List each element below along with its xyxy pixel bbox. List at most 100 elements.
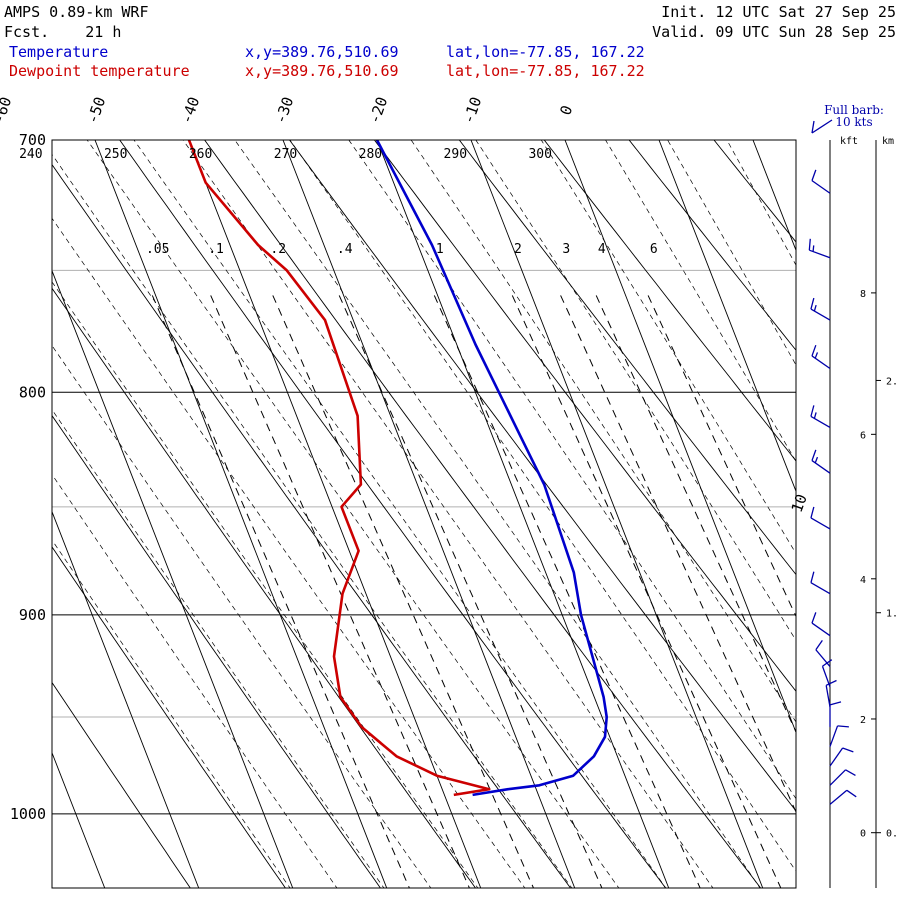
dry-adiabat-260 <box>204 140 762 888</box>
model-title: AMPS 0.89-km WRF <box>4 3 149 21</box>
wind-barb-feather <box>846 789 857 798</box>
wind-barb-half-feather <box>814 456 819 464</box>
wind-barb-feather <box>822 659 833 667</box>
isotherm-label--40: -40 <box>177 94 203 126</box>
kft-tick-label-0: 0 <box>860 829 866 840</box>
moist-adiabat-25 <box>667 140 796 366</box>
pressure-label-700: 700 <box>19 131 46 149</box>
mixing-ratio-6 <box>647 295 796 618</box>
wind-barb-835 <box>811 449 831 474</box>
km-tick-label-0.: 0. <box>886 829 898 840</box>
wind-barb-890 <box>810 571 831 595</box>
mixing-ratio-label-1: 1 <box>436 242 444 257</box>
moist-adiabat-15 <box>540 140 796 555</box>
wind-barb-staff <box>815 649 831 668</box>
wind-barb-720 <box>811 169 831 194</box>
wind-barb-feather <box>825 679 837 686</box>
wind-barb-925 <box>815 640 831 668</box>
mixing-ratio-3 <box>560 295 796 814</box>
dry-adiabat-label-290: 290 <box>444 147 467 162</box>
wind-barb-feather <box>810 405 815 417</box>
wind-barb-985 <box>829 769 856 786</box>
dry-adiabat-280 <box>373 140 796 692</box>
plot-frame <box>51 139 797 889</box>
dry-adiabat-310 <box>628 140 796 351</box>
mixing-ratio-label-6: 6 <box>650 242 658 257</box>
moist-adiabat--5 <box>289 140 796 872</box>
kft-tick-label-6: 6 <box>860 430 866 441</box>
isotherm--70 <box>52 510 200 888</box>
isotherm--80 <box>52 751 106 888</box>
wind-barb-staff <box>810 517 831 530</box>
moist-adiabat--30 <box>52 153 573 888</box>
isotherm--10 <box>470 140 764 888</box>
axis-labels: 7008009001000-70-60-50-40-30-20-10010220… <box>0 94 811 822</box>
wind-barb-staff <box>809 249 831 259</box>
mixing-ratio-label-.2: .2 <box>270 242 286 257</box>
init-time: Init. 12 UTC Sat 27 Sep 25 <box>661 3 896 21</box>
mixing-ratio-label-.4: .4 <box>337 242 353 257</box>
barb-key-icon <box>811 119 833 134</box>
isotherm--60 <box>52 269 294 888</box>
dewpoint-line <box>187 140 491 797</box>
forecast-hour: Fcst. 21 h <box>4 23 121 41</box>
dry-adiabat-label-250: 250 <box>104 147 127 162</box>
isotherm-label--30: -30 <box>271 94 297 126</box>
moist-adiabat--55 <box>52 473 338 888</box>
pressure-label-800: 800 <box>19 383 46 401</box>
wind-barb-feather <box>811 449 817 461</box>
wind-barb-815 <box>810 405 831 428</box>
wind-barb-staff <box>825 685 831 708</box>
wind-barb-staff <box>829 747 844 767</box>
wind-barb-half-feather <box>812 245 815 252</box>
km-tick-label-2.: 2. <box>886 376 898 387</box>
isotherm-label-10: 10 <box>788 492 811 515</box>
dry-adiabat-210 <box>52 546 286 888</box>
dry-adiabat-250 <box>119 140 667 888</box>
isotherm-label--20: -20 <box>365 94 391 126</box>
kft-label: kft <box>840 136 858 147</box>
dry-adiabat-label-270: 270 <box>274 147 297 162</box>
wind-barb-feather <box>811 169 817 181</box>
mixing-ratio-1 <box>433 295 701 888</box>
isotherm--20 <box>376 140 670 888</box>
wind-barb-staff <box>811 460 831 474</box>
sounding-series <box>187 140 608 797</box>
valid-time: Valid. 09 UTC Sun 28 Sep 25 <box>652 23 896 41</box>
mixing-ratio-label-3: 3 <box>562 242 570 257</box>
dry-adiabat-270 <box>288 140 796 812</box>
wind-barb-feather <box>810 571 815 583</box>
mixing-ratio-label-.1: .1 <box>208 242 224 257</box>
wind-barb-770 <box>810 297 831 321</box>
dry-adiabat-label-300: 300 <box>528 147 551 162</box>
wind-barb-half-feather <box>814 352 819 359</box>
wind-barb-feather <box>808 238 811 251</box>
wind-barb-staff <box>811 622 831 637</box>
wind-barb-feather <box>811 344 817 357</box>
wind-barb-910 <box>811 612 831 637</box>
barb-key-line1: Full barb: <box>824 103 884 117</box>
wind-barb-feather <box>810 297 815 310</box>
wind-barb-feather <box>837 725 849 728</box>
wind-barb-975 <box>829 747 854 767</box>
isotherm-label--10: -10 <box>459 94 485 126</box>
wind-barb-955 <box>829 701 842 727</box>
dry-adiabat-220 <box>52 414 381 888</box>
isotherm-0 <box>564 140 796 734</box>
dry-adiabat-200 <box>52 681 191 888</box>
wind-barb-feather <box>811 612 817 624</box>
moist-adiabat-0 <box>348 140 796 800</box>
mixing-ratio-label-.05: .05 <box>146 242 169 257</box>
wind-barb-staff <box>810 415 831 428</box>
legend-dewpoint-xy: x,y=389.76,510.69 <box>245 62 399 80</box>
wind-barb-feather <box>842 747 854 753</box>
wind-barb-790 <box>811 344 831 370</box>
isotherm-20 <box>752 140 796 252</box>
wind-barb-half-feather <box>813 412 817 419</box>
mixing-ratio-label-2: 2 <box>514 242 522 257</box>
moist-adiabat--20 <box>133 140 667 888</box>
km-label: km <box>882 136 894 147</box>
isotherm--50 <box>94 140 388 888</box>
dry-adiabat-230 <box>52 287 477 888</box>
isotherm-label--50: -50 <box>83 94 109 126</box>
